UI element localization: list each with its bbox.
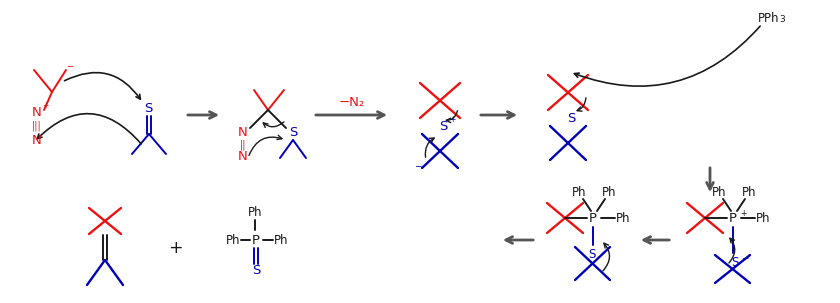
Text: Ph: Ph	[711, 187, 727, 199]
Text: S: S	[567, 112, 575, 125]
Text: S: S	[252, 265, 260, 278]
Text: 3: 3	[779, 15, 785, 25]
Text: Ph: Ph	[274, 234, 288, 247]
Text: −: −	[414, 161, 422, 171]
Text: −N₂: −N₂	[339, 96, 365, 109]
Text: +: +	[740, 208, 746, 218]
Text: Ph: Ph	[616, 211, 630, 225]
Text: P: P	[729, 211, 737, 225]
Text: S: S	[732, 255, 738, 268]
Text: P: P	[252, 234, 260, 247]
Text: ||: ||	[239, 140, 246, 150]
Text: S: S	[289, 125, 297, 138]
Text: N: N	[32, 105, 42, 118]
Text: Ph: Ph	[742, 187, 756, 199]
Text: Ph: Ph	[572, 187, 586, 199]
Text: N: N	[238, 125, 248, 138]
Text: −: −	[741, 254, 748, 262]
Text: S: S	[588, 248, 596, 261]
Text: +: +	[42, 102, 48, 111]
Text: |||: |||	[32, 121, 42, 131]
Text: Ph: Ph	[226, 234, 240, 247]
Text: N: N	[238, 149, 248, 162]
Text: +: +	[449, 115, 455, 125]
Text: P: P	[589, 211, 597, 225]
Text: Ph: Ph	[601, 187, 617, 199]
Text: S: S	[438, 119, 447, 132]
Text: +: +	[168, 239, 182, 257]
Text: Ph: Ph	[248, 205, 262, 218]
Text: −: −	[66, 62, 74, 71]
Text: N: N	[32, 134, 42, 146]
Text: Ph: Ph	[756, 211, 770, 225]
Text: PPh: PPh	[758, 12, 780, 25]
Text: S: S	[144, 102, 152, 115]
